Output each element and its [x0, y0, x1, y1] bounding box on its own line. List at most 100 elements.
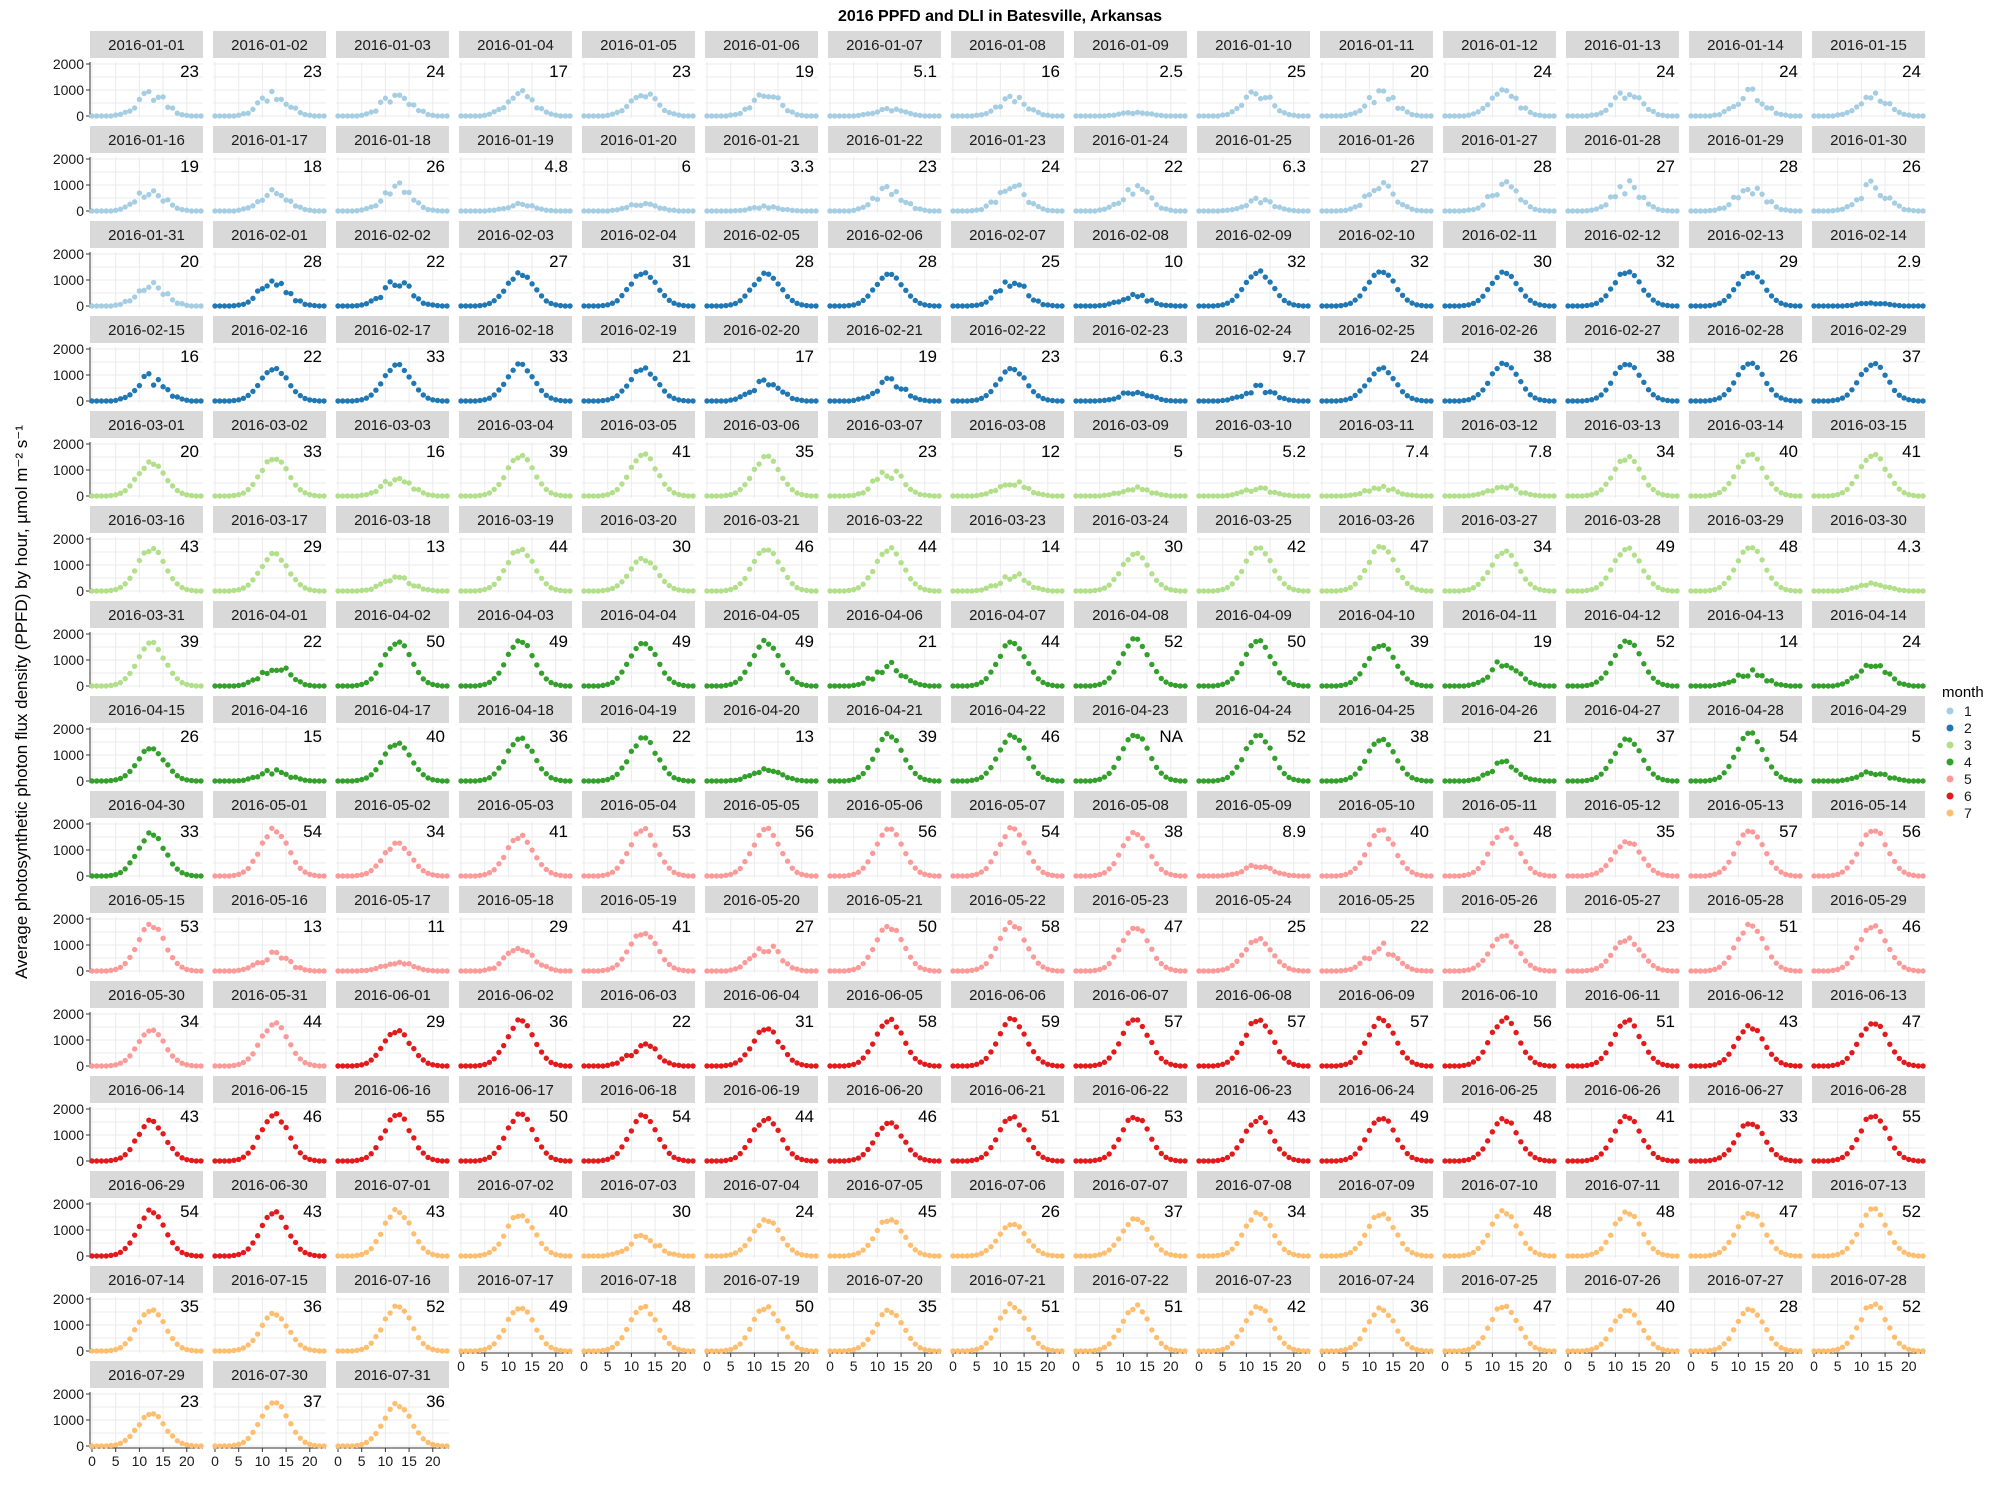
ppfd-point [1144, 487, 1149, 492]
ppfd-point [255, 1042, 260, 1047]
ppfd-point [175, 773, 180, 778]
ppfd-point [1338, 208, 1343, 213]
ppfd-point [870, 569, 875, 574]
ppfd-point [1031, 859, 1036, 864]
ppfd-point [832, 1063, 837, 1068]
ppfd-point [889, 376, 894, 381]
ppfd-point [785, 670, 790, 675]
ppfd-point [714, 968, 719, 973]
dli-label: 32 [1656, 252, 1675, 271]
strip-label: 2016-04-30 [108, 797, 185, 814]
ppfd-point [151, 833, 156, 838]
ppfd-point [1518, 105, 1523, 110]
ppfd-point [1012, 1017, 1017, 1022]
ppfd-point [742, 482, 747, 487]
ppfd-point [1740, 549, 1745, 554]
ppfd-point [903, 482, 908, 487]
ppfd-point [1409, 493, 1414, 498]
strip-label: 2016-04-28 [1707, 702, 1784, 719]
ppfd-point [1002, 1022, 1007, 1027]
ppfd-point [1471, 585, 1476, 590]
ppfd-point [1409, 1059, 1414, 1064]
ppfd-point [1759, 372, 1764, 377]
ppfd-point [856, 965, 861, 970]
ppfd-point [1352, 492, 1357, 497]
ppfd-point [1542, 208, 1547, 213]
ppfd-point [1220, 302, 1225, 307]
ppfd-point [681, 493, 686, 498]
ppfd-point [1357, 860, 1362, 865]
ppfd-point [1419, 493, 1424, 498]
ppfd-point [780, 1045, 785, 1050]
ppfd-point [756, 551, 761, 556]
ppfd-point [1026, 486, 1031, 491]
ppfd-point [1565, 1063, 1570, 1068]
ppfd-point [1897, 486, 1902, 491]
ppfd-point [1674, 968, 1679, 973]
dli-label: 27 [1410, 157, 1429, 176]
ppfd-point [421, 490, 426, 495]
ppfd-point [913, 680, 918, 685]
ppfd-point [1026, 850, 1031, 855]
strip-label: 2016-03-23 [969, 512, 1046, 529]
dli-label: 52 [1164, 632, 1183, 651]
ppfd-point [397, 575, 402, 580]
ppfd-point [141, 646, 146, 651]
ppfd-point [1400, 860, 1405, 865]
dli-label: 31 [672, 252, 691, 271]
ppfd-point [1334, 113, 1339, 118]
ppfd-point [122, 204, 127, 209]
ppfd-point [317, 588, 322, 593]
strip-label: 2016-01-27 [1461, 132, 1538, 149]
ppfd-point [548, 208, 553, 213]
ppfd-point [1277, 670, 1282, 675]
ppfd-point [1665, 1063, 1670, 1068]
ppfd-point [1386, 1023, 1391, 1028]
ppfd-point [1651, 487, 1656, 492]
ppfd-point [1475, 866, 1480, 871]
ppfd-point [482, 397, 487, 402]
ppfd-point [1239, 287, 1244, 292]
ppfd-point [676, 587, 681, 592]
ppfd-point [1731, 380, 1736, 385]
ppfd-point [1863, 301, 1868, 306]
ppfd-point [255, 571, 260, 576]
ppfd-point [761, 377, 766, 382]
ppfd-point [633, 369, 638, 374]
ppfd-point [610, 111, 615, 116]
ppfd-point [104, 778, 109, 783]
ppfd-point [624, 287, 629, 292]
ppfd-point [799, 113, 804, 118]
ppfd-point [279, 558, 284, 563]
ppfd-point [922, 492, 927, 497]
ppfd-point [1286, 775, 1291, 780]
ppfd-point [397, 1028, 402, 1033]
ppfd-point [1253, 546, 1258, 551]
ppfd-point [1740, 736, 1745, 741]
ppfd-point [605, 967, 610, 972]
ppfd-point [1759, 101, 1764, 106]
ppfd-point [1338, 1063, 1343, 1068]
ppfd-point [1196, 683, 1201, 688]
ppfd-point [752, 205, 757, 210]
ppfd-point [1547, 1063, 1552, 1068]
ppfd-point [1282, 871, 1287, 876]
strip-label: 2016-04-18 [477, 702, 554, 719]
ppfd-point [264, 957, 269, 962]
ppfd-point [955, 303, 960, 308]
ppfd-point [714, 303, 719, 308]
ppfd-point [1442, 588, 1447, 593]
ppfd-point [1859, 196, 1864, 201]
dli-label: 32 [1410, 252, 1429, 271]
ppfd-point [676, 208, 681, 213]
ppfd-point [737, 394, 742, 399]
ppfd-point [1750, 545, 1755, 550]
ppfd-point [378, 662, 383, 667]
ppfd-point [657, 382, 662, 387]
ppfd-point [960, 113, 965, 118]
ppfd-point [1670, 303, 1675, 308]
ppfd-point [1731, 567, 1736, 572]
ppfd-point [1088, 683, 1093, 688]
ppfd-point [1840, 778, 1845, 783]
dli-label: 41 [1902, 442, 1921, 461]
